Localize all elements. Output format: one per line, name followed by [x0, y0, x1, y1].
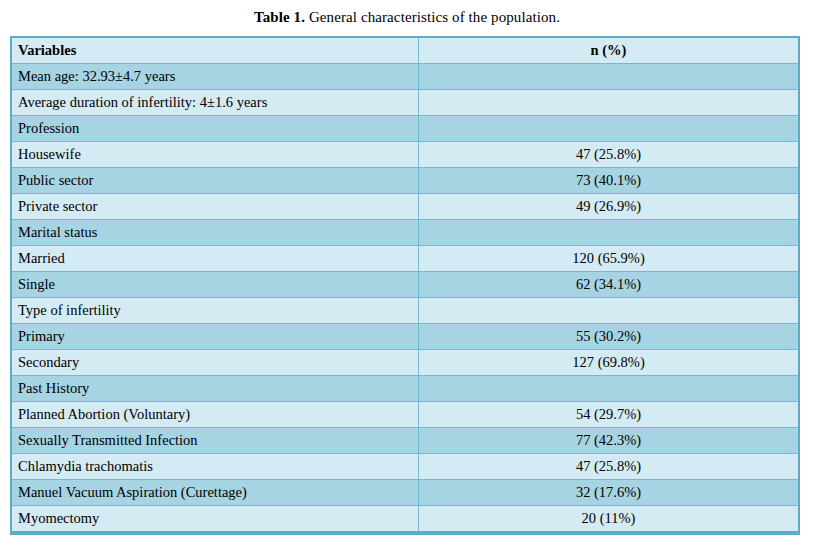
variable-cell: Public sector	[11, 168, 419, 194]
variable-cell: Myomectomy	[11, 506, 419, 534]
table-row: Profession	[11, 116, 799, 142]
variable-cell: Manuel Vacuum Aspiration (Curettage)	[11, 480, 419, 506]
variable-cell: Single	[11, 272, 419, 298]
value-cell: 127 (69.8%)	[419, 350, 800, 376]
variable-cell: Planned Abortion (Voluntary)	[11, 402, 419, 428]
value-cell: 55 (30.2%)	[419, 324, 800, 350]
table-row: Type of infertility	[11, 298, 799, 324]
variable-cell: Primary	[11, 324, 419, 350]
value-cell: 47 (25.8%)	[419, 454, 800, 480]
value-cell	[419, 116, 800, 142]
table-row: Public sector73 (40.1%)	[11, 168, 799, 194]
value-cell: 73 (40.1%)	[419, 168, 800, 194]
table-row: Sexually Transmitted Infection77 (42.3%)	[11, 428, 799, 454]
value-cell	[419, 64, 800, 90]
table-row: Secondary127 (69.8%)	[11, 350, 799, 376]
table-row: Mean age: 32.93±4.7 years	[11, 64, 799, 90]
table-row: Housewife47 (25.8%)	[11, 142, 799, 168]
variable-cell: Type of infertility	[11, 298, 419, 324]
column-header-n-percent: n (%)	[419, 37, 800, 64]
table-caption-text: General characteristics of the populatio…	[305, 9, 560, 25]
variable-cell: Married	[11, 246, 419, 272]
table-caption-number: Table 1.	[254, 9, 305, 25]
value-cell	[419, 220, 800, 246]
value-cell: 77 (42.3%)	[419, 428, 800, 454]
column-header-variables: Variables	[11, 37, 419, 64]
value-cell: 47 (25.8%)	[419, 142, 800, 168]
table-row: Planned Abortion (Voluntary)54 (29.7%)	[11, 402, 799, 428]
variable-cell: Secondary	[11, 350, 419, 376]
table-row: Past History	[11, 376, 799, 402]
table-row: Manuel Vacuum Aspiration (Curettage)32 (…	[11, 480, 799, 506]
table-row: Private sector49 (26.9%)	[11, 194, 799, 220]
table-row: Chlamydia trachomatis47 (25.8%)	[11, 454, 799, 480]
page: Table 1. General characteristics of the …	[0, 0, 814, 554]
value-cell	[419, 376, 800, 402]
value-cell: 49 (26.9%)	[419, 194, 800, 220]
value-cell: 54 (29.7%)	[419, 402, 800, 428]
table-header-row: Variables n (%)	[11, 37, 799, 64]
value-cell	[419, 90, 800, 116]
table-row: Single62 (34.1%)	[11, 272, 799, 298]
table-row: Average duration of infertility: 4±1.6 y…	[11, 90, 799, 116]
table-row: Myomectomy20 (11%)	[11, 506, 799, 534]
value-cell: 120 (65.9%)	[419, 246, 800, 272]
variable-cell: Private sector	[11, 194, 419, 220]
variable-cell: Marital status	[11, 220, 419, 246]
characteristics-table: Variables n (%) Mean age: 32.93±4.7 year…	[10, 36, 800, 535]
variable-cell: Average duration of infertility: 4±1.6 y…	[11, 90, 419, 116]
value-cell: 20 (11%)	[419, 506, 800, 534]
variable-cell: Profession	[11, 116, 419, 142]
value-cell: 32 (17.6%)	[419, 480, 800, 506]
table-row: Primary55 (30.2%)	[11, 324, 799, 350]
variable-cell: Chlamydia trachomatis	[11, 454, 419, 480]
value-cell	[419, 298, 800, 324]
variable-cell: Housewife	[11, 142, 419, 168]
table-caption: Table 1. General characteristics of the …	[0, 9, 814, 26]
variable-cell: Past History	[11, 376, 419, 402]
value-cell: 62 (34.1%)	[419, 272, 800, 298]
table-row: Married120 (65.9%)	[11, 246, 799, 272]
variable-cell: Sexually Transmitted Infection	[11, 428, 419, 454]
table-row: Marital status	[11, 220, 799, 246]
variable-cell: Mean age: 32.93±4.7 years	[11, 64, 419, 90]
